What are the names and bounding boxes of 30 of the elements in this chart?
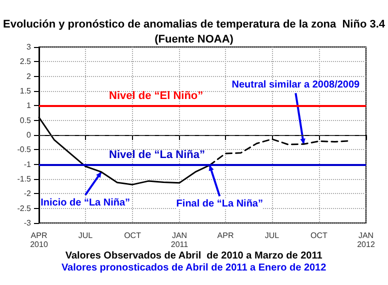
x-tick-label: APR — [217, 231, 234, 240]
text: Valores pronosticados de Abril de 2011 a Enero de 2012 — [61, 262, 327, 274]
y-tick-label: -1.5 — [17, 174, 32, 184]
x-tick-label: JAN 2011 — [170, 231, 189, 249]
annotation: Final de “La Niña” — [176, 198, 263, 210]
y-tick-label: 2.5 — [20, 57, 32, 66]
chart-title: Evolución y pronóstico de anomalias de temperatura de la zona Niño 3.4 — [2, 18, 386, 30]
annotation: Inicio de “La Niña” — [40, 197, 130, 208]
chart-subtitle: (Fuente NOAA) — [154, 34, 234, 46]
ref-line-label: Nivel de “La Niña” — [109, 148, 205, 161]
y-tick-label: -0.5 — [17, 145, 32, 154]
y-tick-label: 1.5 — [20, 86, 32, 96]
y-tick-label: 3 — [26, 42, 32, 52]
x-tick-label: OCT — [124, 231, 142, 240]
y-tick-label: 0.5 — [20, 116, 32, 125]
annotation: Neutral similar a 2008/2009 — [232, 80, 360, 91]
x-tick-label: JUL — [78, 231, 94, 240]
x-tick-label: JUL — [264, 231, 280, 240]
y-tick-label: 0 — [26, 130, 32, 140]
ref-line-label: Nivel de “El Niño” — [109, 90, 204, 102]
y-tick-label: -1 — [24, 160, 32, 169]
y-tick-label: 1 — [26, 101, 32, 110]
text: Valores Observados de Abril de 2010 a Marzo de 2011 — [65, 250, 323, 262]
y-tick-label: 2 — [26, 72, 32, 81]
y-tick-label: -2.5 — [17, 204, 32, 213]
y-tick-label: -2 — [24, 189, 32, 198]
y-tick-label: -3 — [24, 218, 32, 228]
x-tick-label: OCT — [310, 231, 328, 240]
x-tick-label: JAN 2012 — [357, 231, 376, 249]
x-tick-label: APR 2010 — [30, 231, 48, 249]
